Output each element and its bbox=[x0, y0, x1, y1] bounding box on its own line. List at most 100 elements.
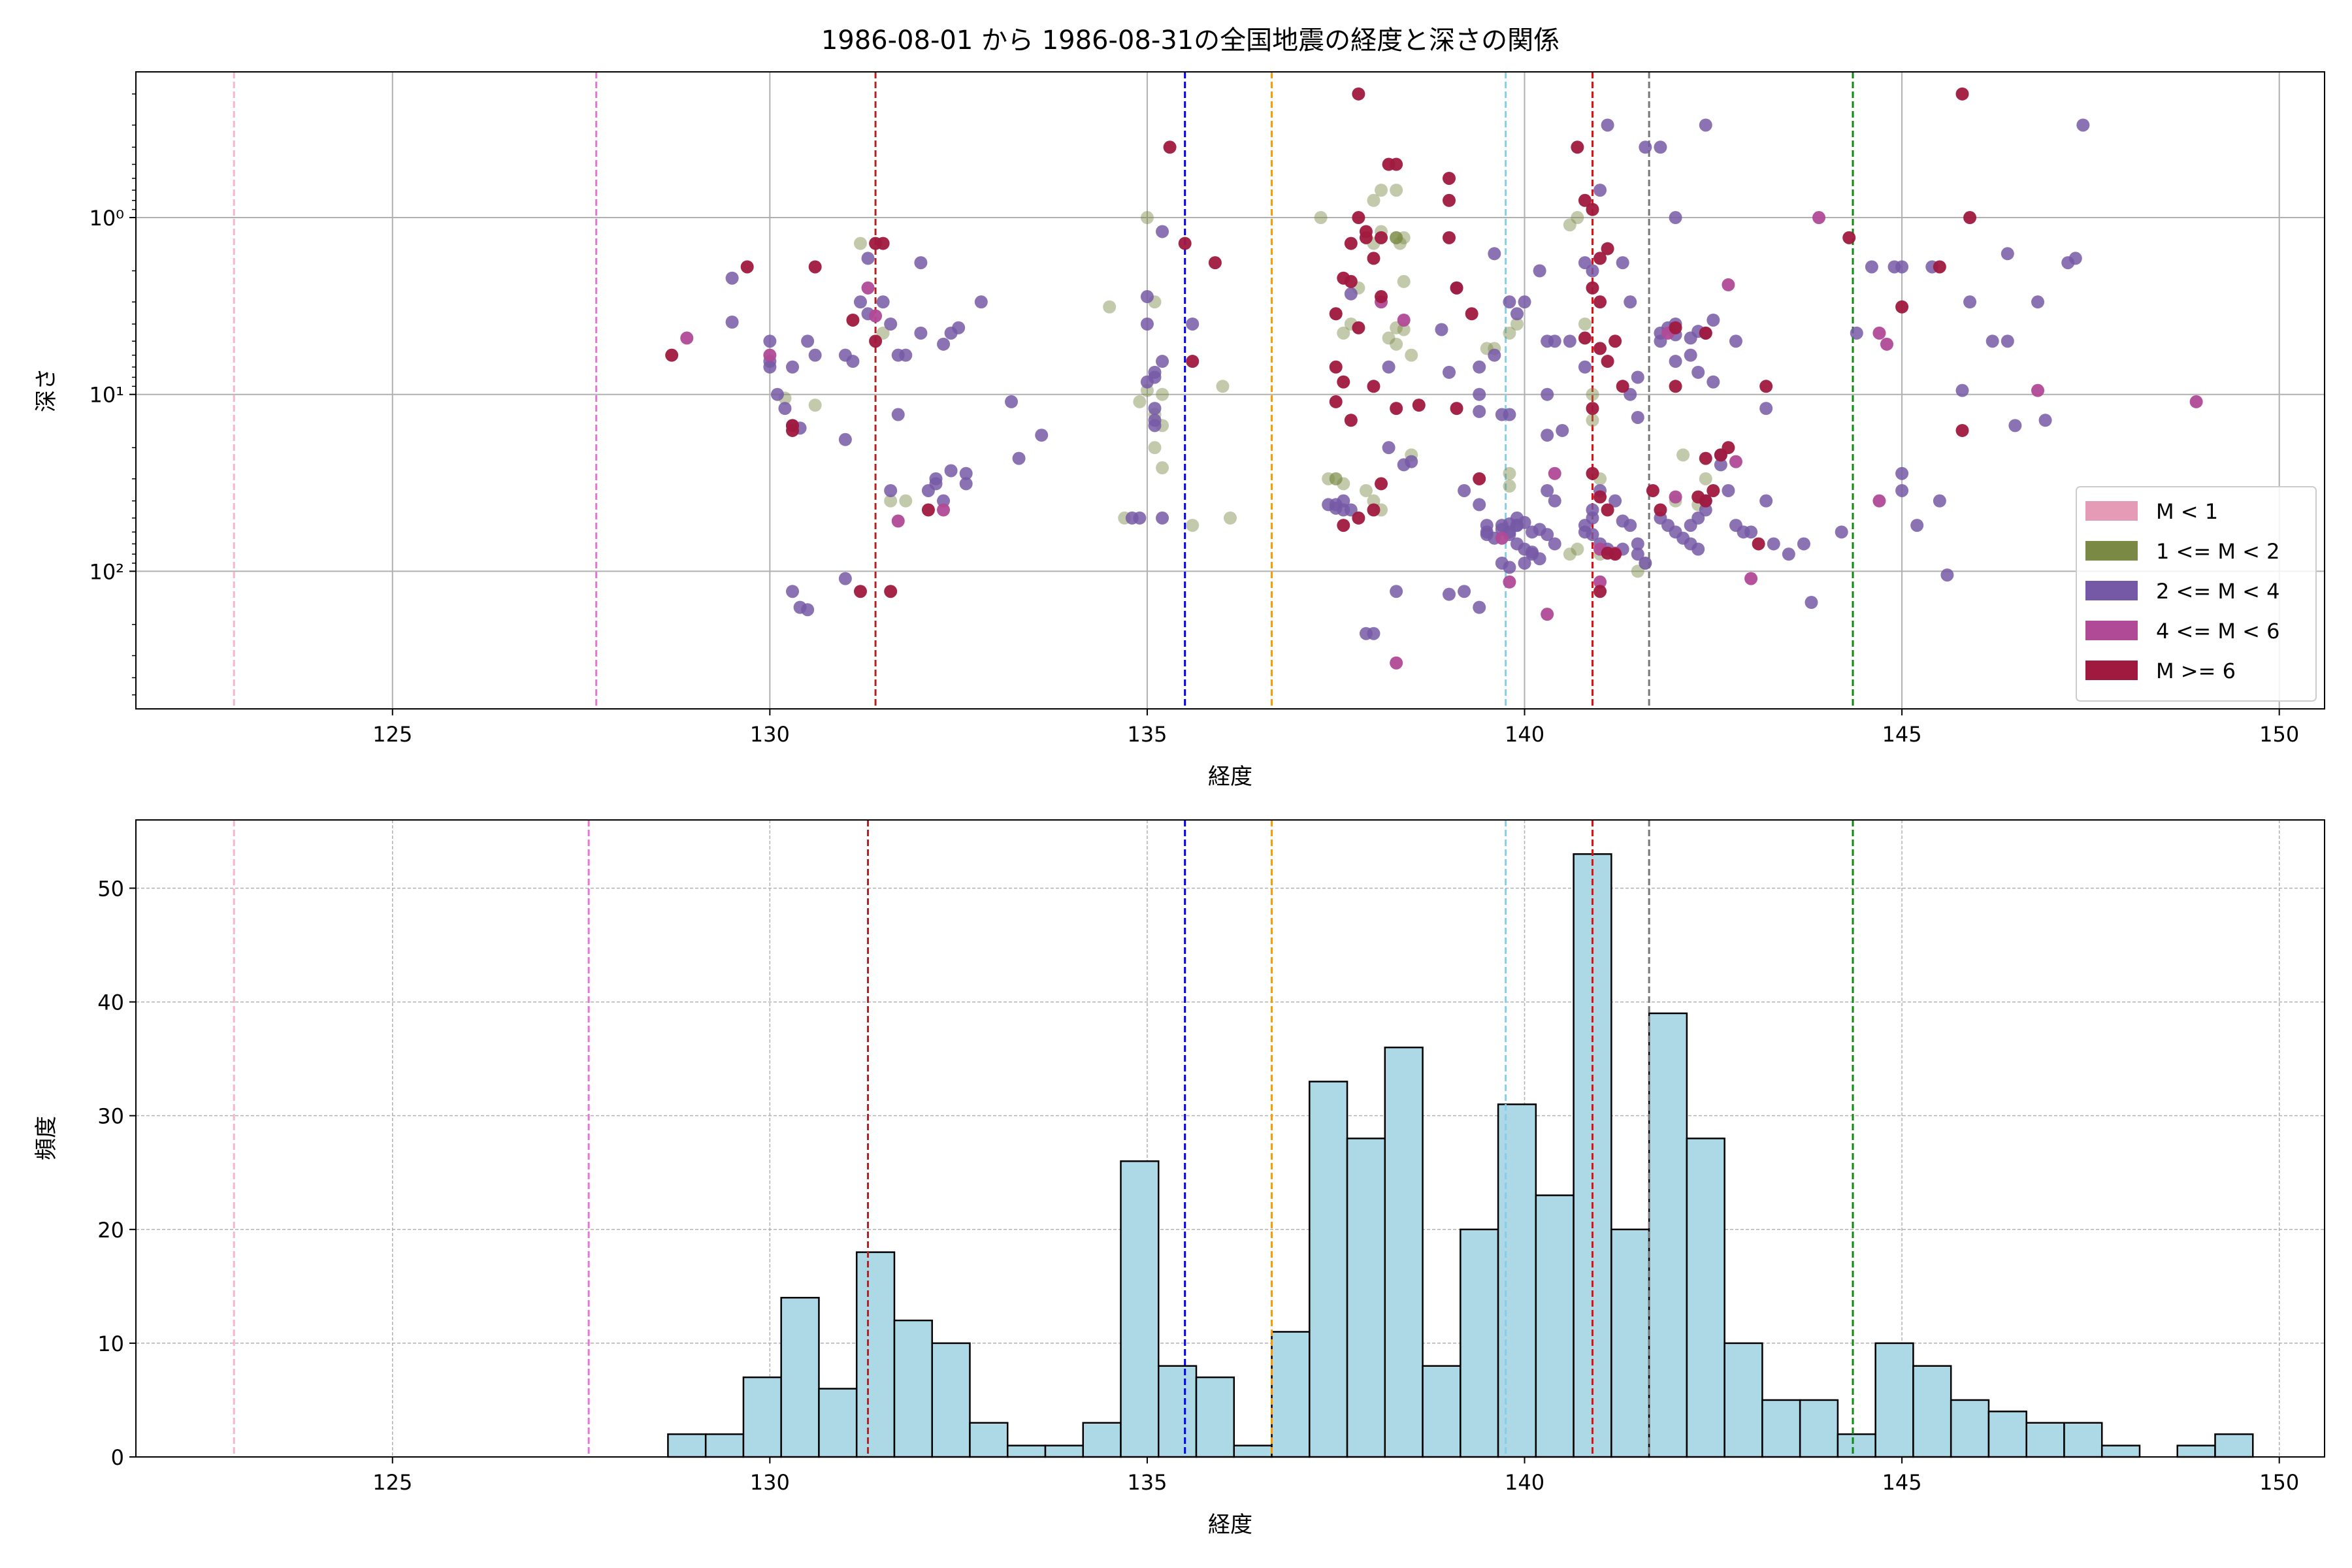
scatter-point bbox=[665, 348, 679, 362]
scatter-point bbox=[1443, 171, 1456, 185]
scatter-point bbox=[1669, 380, 1682, 393]
histogram-bar bbox=[1686, 1137, 1725, 1458]
histogram-bar bbox=[1799, 1399, 1839, 1458]
scatter-point bbox=[763, 348, 777, 362]
scatter-point bbox=[1322, 472, 1335, 485]
scatter-point bbox=[974, 295, 988, 309]
scatter-point bbox=[1669, 490, 1682, 504]
scatter-point bbox=[1382, 331, 1396, 345]
scatter-point bbox=[1707, 313, 1720, 327]
scatter-point bbox=[1955, 384, 1969, 397]
scatter-point bbox=[1639, 140, 1652, 154]
scatter-point bbox=[1556, 423, 1569, 437]
scatter-point bbox=[1443, 231, 1456, 244]
scatter-point bbox=[1684, 348, 1697, 362]
scatter-point bbox=[1593, 342, 1607, 355]
scatter-point bbox=[1541, 528, 1554, 542]
histogram-bar bbox=[1082, 1422, 1122, 1458]
scatter-point bbox=[1367, 252, 1380, 265]
scatter-point bbox=[1397, 231, 1411, 244]
scatter-xtick-label: 130 bbox=[750, 722, 790, 747]
scatter-point bbox=[1390, 184, 1403, 197]
scatter-point bbox=[1593, 575, 1607, 589]
histogram-grid bbox=[136, 820, 2325, 1458]
scatter-point bbox=[1571, 211, 1584, 225]
scatter-point bbox=[1933, 494, 1946, 508]
scatter-point bbox=[1586, 264, 1599, 278]
scatter-point bbox=[1337, 375, 1350, 389]
scatter-point bbox=[1593, 490, 1607, 504]
scatter-point bbox=[1458, 585, 1471, 598]
scatter-point bbox=[801, 335, 815, 348]
histogram-bar bbox=[1195, 1376, 1235, 1458]
scatter-point bbox=[1586, 414, 1599, 427]
scatter-point bbox=[861, 252, 875, 265]
scatter-point bbox=[914, 326, 928, 340]
scatter-point bbox=[876, 237, 890, 250]
histogram-ticks: 125 130 135 140 145 150 0 10 20 30 40 50 bbox=[97, 876, 2299, 1495]
scatter-point bbox=[1443, 193, 1456, 207]
histogram-ytick-label: 50 bbox=[97, 876, 124, 901]
histogram-bar bbox=[1761, 1399, 1801, 1458]
scatter-point bbox=[1390, 656, 1403, 670]
legend-swatch bbox=[2085, 661, 2138, 680]
scatter-ylabel: 深さ bbox=[33, 368, 59, 412]
scatter-point bbox=[1955, 423, 1969, 437]
scatter-point bbox=[869, 309, 883, 323]
scatter-point bbox=[1722, 483, 1735, 497]
scatter-point bbox=[1322, 498, 1335, 512]
scatter-point bbox=[1140, 211, 1154, 225]
histogram-bar bbox=[780, 1297, 820, 1458]
histogram-bar bbox=[1950, 1399, 1990, 1458]
histogram-ytick-label: 30 bbox=[97, 1104, 124, 1129]
scatter-point bbox=[1405, 455, 1418, 468]
scatter-point bbox=[884, 494, 898, 508]
scatter-point bbox=[1699, 451, 1712, 465]
histogram-bar bbox=[893, 1319, 933, 1458]
scatter-point bbox=[1533, 552, 1546, 566]
scatter-point bbox=[1895, 300, 1909, 314]
scatter-point bbox=[1163, 140, 1177, 154]
scatter-point bbox=[1329, 395, 1343, 408]
scatter-xtick-label: 135 bbox=[1127, 722, 1167, 747]
scatter-point bbox=[1910, 519, 1924, 532]
histogram-bar bbox=[1309, 1081, 1348, 1458]
scatter-point bbox=[1601, 355, 1614, 368]
scatter-point bbox=[937, 503, 951, 517]
histogram-bar bbox=[855, 1251, 896, 1458]
scatter-point bbox=[1390, 402, 1403, 416]
histogram-bar bbox=[2100, 1445, 2141, 1458]
scatter-point bbox=[1541, 429, 1554, 442]
histogram-bar bbox=[1497, 1103, 1537, 1458]
scatter-point bbox=[1548, 335, 1561, 348]
scatter-point bbox=[1140, 317, 1154, 331]
legend-label: M < 1 bbox=[2156, 499, 2218, 524]
scatter-point bbox=[1624, 519, 1637, 532]
scatter-point bbox=[1329, 360, 1343, 374]
scatter-point bbox=[899, 348, 913, 362]
scatter-point bbox=[1895, 466, 1909, 480]
scatter-point bbox=[1578, 331, 1592, 345]
histogram-bar bbox=[1044, 1445, 1084, 1458]
scatter-point bbox=[1586, 203, 1599, 216]
histogram-bar bbox=[1874, 1342, 1914, 1458]
scatter-point bbox=[1344, 287, 1358, 301]
scatter-point bbox=[1329, 307, 1343, 321]
scatter-point bbox=[891, 408, 905, 421]
histogram-bar bbox=[704, 1433, 745, 1458]
scatter-point bbox=[1850, 326, 1863, 340]
scatter-point bbox=[1035, 429, 1049, 442]
scatter-point bbox=[853, 585, 867, 598]
scatter-point bbox=[1390, 231, 1403, 244]
scatter-point bbox=[1563, 218, 1576, 232]
scatter-point bbox=[1812, 211, 1826, 225]
histogram-bar bbox=[1987, 1411, 2027, 1458]
scatter-vlines bbox=[233, 72, 1854, 709]
scatter-point bbox=[1895, 260, 1909, 274]
histogram-vlines bbox=[233, 820, 1854, 1457]
scatter-point bbox=[1963, 295, 1977, 309]
histogram-ytick-label: 40 bbox=[97, 990, 124, 1015]
scatter-point bbox=[2031, 384, 2045, 397]
scatter-point bbox=[1352, 321, 1365, 335]
scatter-point bbox=[884, 585, 898, 598]
